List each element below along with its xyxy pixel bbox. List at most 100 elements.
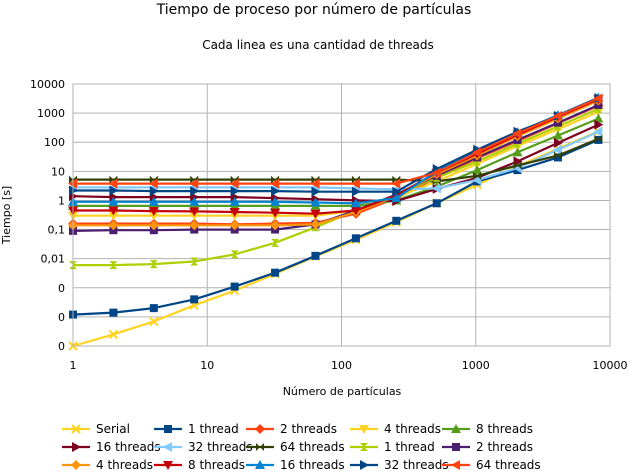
data-point — [431, 183, 441, 194]
y-tick-label: 0 — [58, 282, 65, 295]
legend-label: 1 thread — [188, 422, 239, 436]
data-point — [190, 175, 195, 184]
data-point — [311, 186, 321, 197]
data-point — [148, 211, 159, 221]
legend-item: 32 threads — [154, 440, 253, 454]
data-point — [109, 175, 114, 184]
legend-marker — [255, 460, 265, 469]
x-tick-label: 1 — [70, 359, 77, 372]
legend-label: 4 threads — [384, 422, 441, 436]
legend-item: Serial — [62, 422, 130, 436]
legend-item: 64 threads — [246, 440, 345, 454]
legend-marker — [451, 424, 461, 433]
data-point — [270, 178, 280, 189]
legend-label: 64 threads — [280, 440, 345, 454]
series-line — [73, 137, 599, 183]
data-point — [229, 196, 240, 206]
legend-marker — [72, 442, 81, 452]
legend-marker — [360, 447, 368, 451]
series-line — [73, 97, 599, 185]
y-tick-label: 10 — [51, 165, 65, 178]
legend-item: 8 threads — [154, 458, 245, 472]
x-tick-labels: 1 10 100 1000 10000 — [70, 359, 628, 372]
y-axis-label: Tiempo [s] — [0, 186, 13, 245]
series-line — [73, 130, 599, 191]
legend-label: 16 threads — [96, 440, 161, 454]
series-14 — [69, 93, 604, 197]
data-point — [230, 250, 239, 255]
data-point — [391, 178, 401, 189]
data-point — [473, 171, 478, 180]
data-point — [472, 165, 483, 175]
data-point — [148, 178, 158, 189]
data-point — [69, 175, 73, 184]
data-point — [553, 137, 563, 148]
data-point — [270, 196, 281, 206]
data-point — [230, 186, 240, 197]
data-point — [594, 108, 603, 113]
legend-item: 2 threads — [442, 440, 533, 454]
data-point — [270, 220, 281, 231]
data-point — [472, 147, 482, 158]
legend-label: 32 threads — [384, 458, 449, 472]
legend-label: 1 thread — [384, 440, 435, 454]
data-point — [310, 219, 321, 230]
data-point — [108, 220, 119, 231]
data-point — [108, 329, 119, 340]
data-point — [108, 206, 119, 216]
data-point — [431, 167, 441, 178]
data-point — [594, 134, 599, 143]
legend-item: 8 threads — [442, 422, 533, 436]
legend-item: 64 threads — [442, 458, 541, 472]
series-5 — [68, 113, 604, 210]
legend-label: 64 threads — [476, 458, 541, 472]
data-point — [594, 119, 604, 130]
data-point — [477, 171, 482, 180]
data-point — [311, 251, 320, 260]
data-point — [230, 282, 239, 291]
legend-item: 16 threads — [246, 458, 345, 472]
y-tick-label: 0,01 — [41, 253, 66, 266]
data-point — [149, 264, 158, 269]
data-point — [310, 197, 321, 207]
x-axis-label: Número de partículas — [283, 385, 402, 398]
data-point — [189, 220, 200, 231]
legend-label: 2 threads — [476, 440, 533, 454]
data-point — [512, 128, 522, 139]
data-point — [350, 178, 360, 189]
data-point — [472, 175, 482, 186]
chart-subtitle: Cada linea es una cantidad de threads — [202, 38, 434, 52]
data-point — [189, 207, 200, 217]
data-point — [392, 186, 402, 197]
legend-item: 1 thread — [154, 422, 239, 436]
data-point — [230, 254, 239, 259]
data-point — [149, 186, 159, 197]
data-point — [109, 265, 118, 270]
data-point — [310, 178, 320, 189]
y-tick-label: 1000 — [37, 107, 65, 120]
data-point — [598, 134, 603, 143]
legend-marker — [451, 460, 460, 470]
data-point — [108, 196, 119, 206]
data-point — [190, 295, 199, 304]
legend-label: 8 threads — [476, 422, 533, 436]
data-point — [392, 216, 401, 225]
data-point — [552, 110, 562, 121]
data-point — [148, 207, 159, 217]
data-point — [553, 153, 562, 162]
data-point — [148, 220, 159, 231]
data-point — [229, 220, 240, 231]
data-point — [271, 242, 280, 247]
data-point — [351, 186, 361, 197]
series-15 — [68, 93, 603, 189]
x-tick-label: 10000 — [593, 359, 628, 372]
data-point — [271, 175, 276, 184]
legend-marker — [71, 424, 81, 434]
data-point — [270, 208, 281, 218]
data-point — [149, 304, 158, 313]
data-point — [553, 151, 558, 160]
data-point — [593, 113, 604, 123]
data-point — [271, 238, 280, 243]
legend: Serial 1 thread 2 threads 4 threads 8 thread… — [62, 422, 541, 472]
data-point — [350, 206, 361, 216]
